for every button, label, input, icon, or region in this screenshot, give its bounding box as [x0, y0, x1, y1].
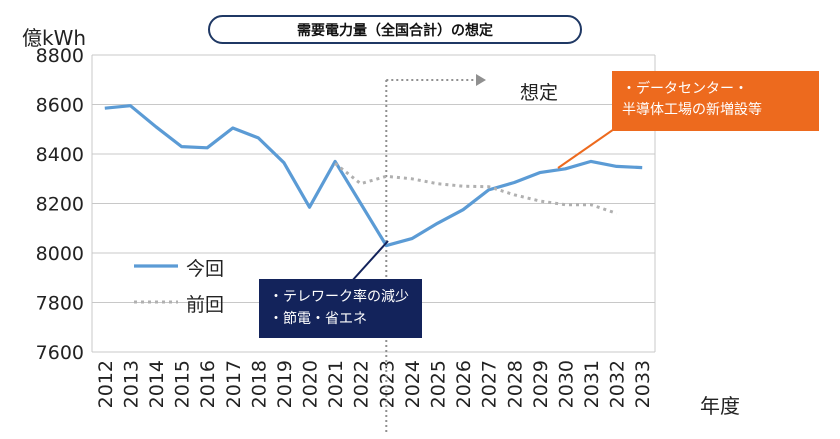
datacenter-callout-connector: [557, 126, 618, 169]
x-tick-label: 2024: [402, 360, 424, 408]
x-tick-label: 2020: [300, 360, 322, 408]
forecast-arrowhead: [476, 74, 486, 86]
datacenter-callout: ・データセンター・ 半導体工場の新増設等: [612, 71, 819, 131]
x-tick-label: 2033: [632, 360, 654, 408]
telework-callout-line-1: ・テレワーク率の減少: [269, 289, 409, 305]
chart-title: 需要電力量（全国合計）の想定: [208, 15, 582, 44]
x-tick-label: 2023: [376, 360, 398, 408]
x-tick-label: 2013: [120, 360, 142, 408]
x-tick-label: 2025: [427, 360, 449, 408]
x-tick-label: 2031: [581, 360, 603, 408]
x-tick-label: 2014: [146, 360, 168, 408]
y-tick-label: 8200: [36, 194, 84, 216]
x-tick-label: 2030: [555, 360, 577, 408]
x-tick-label: 2012: [95, 360, 117, 408]
series-line-previous: [334, 162, 618, 215]
y-tick-label: 8400: [36, 144, 84, 166]
x-tick-label: 2032: [607, 360, 629, 408]
datacenter-callout-line-1: ・データセンター・: [622, 81, 748, 97]
legend-label-previous: 前回: [186, 294, 225, 316]
telework-callout-line-2: ・節電・省エネ: [269, 311, 367, 327]
x-tick-label: 2021: [325, 360, 347, 408]
y-tick-label: 8000: [36, 243, 84, 265]
y-tick-label: 8600: [36, 95, 84, 117]
y-tick-label: 7800: [36, 293, 84, 315]
x-tick-label: 2017: [223, 360, 245, 408]
y-tick-label: 7600: [36, 342, 84, 364]
telework-callout: ・テレワーク率の減少 ・節電・省エネ: [259, 279, 422, 338]
x-tick-label: 2027: [479, 360, 501, 408]
x-tick-label: 2015: [172, 360, 194, 408]
datacenter-callout-line-2: 半導体工場の新増設等: [622, 102, 762, 118]
x-tick-label: 2026: [453, 360, 475, 408]
telework-callout-connector: [350, 240, 389, 283]
legend-label-current: 今回: [186, 258, 225, 280]
x-tick-label: 2018: [248, 360, 270, 408]
x-tick-label: 2028: [504, 360, 526, 408]
x-tick-label: 2016: [197, 360, 219, 408]
y-tick-label: 8800: [36, 45, 84, 67]
x-tick-label: 2019: [274, 360, 296, 408]
series-line-current: [104, 104, 643, 248]
y-axis-unit-label: 億kWh: [22, 26, 87, 50]
x-tick-label: 2022: [351, 360, 373, 408]
x-tick-label: 2029: [530, 360, 552, 408]
x-axis-unit-label: 年度: [700, 394, 740, 418]
forecast-label: 想定: [520, 82, 559, 104]
